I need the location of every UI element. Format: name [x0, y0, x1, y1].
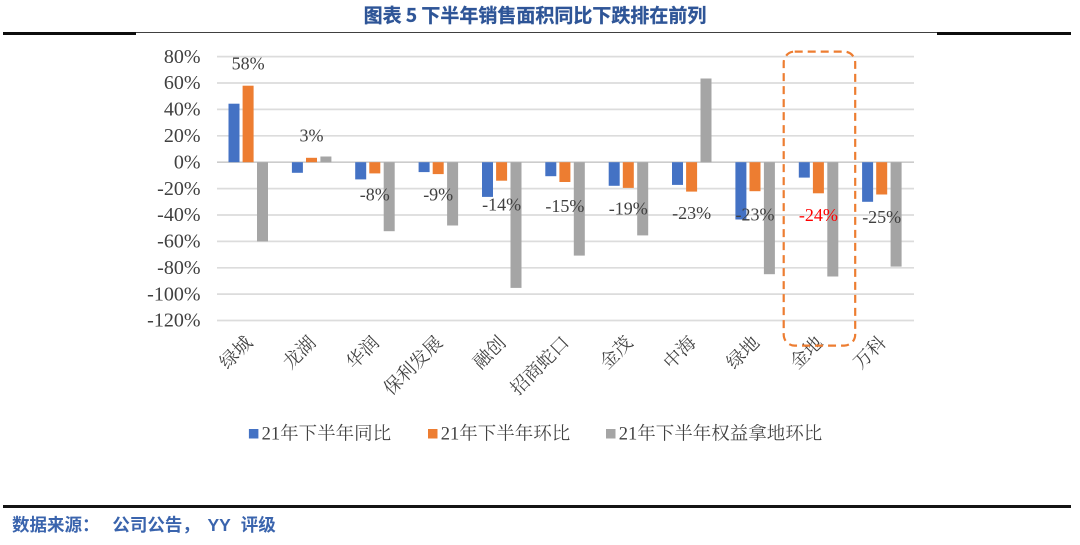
svg-text:-60%: -60% [157, 231, 200, 253]
svg-text:绿城: 绿城 [213, 330, 258, 375]
svg-text:中海: 中海 [657, 329, 702, 374]
svg-text:-19%: -19% [609, 198, 648, 218]
svg-text:-14%: -14% [482, 195, 521, 215]
svg-text:-23%: -23% [736, 205, 775, 225]
svg-text:龙湖: 龙湖 [277, 330, 322, 375]
svg-text:-20%: -20% [157, 178, 200, 200]
svg-text:0%: 0% [174, 151, 201, 173]
svg-text:融创: 融创 [467, 330, 512, 375]
svg-text:3%: 3% [300, 126, 324, 146]
svg-text:60%: 60% [164, 72, 201, 94]
svg-text:-24%: -24% [799, 205, 838, 225]
svg-text:-25%: -25% [862, 207, 901, 227]
svg-text:80%: 80% [164, 46, 201, 68]
svg-text:-23%: -23% [672, 203, 711, 223]
svg-text:招商蛇口: 招商蛇口 [504, 330, 575, 401]
svg-text:金地: 金地 [784, 330, 829, 375]
svg-text:华润: 华润 [340, 330, 385, 375]
svg-text:-15%: -15% [545, 196, 584, 216]
svg-text:58%: 58% [232, 54, 265, 74]
svg-text:绿地: 绿地 [720, 330, 765, 375]
svg-text:万科: 万科 [847, 329, 892, 374]
svg-text:21年下半年权益拿地环比: 21年下半年权益拿地环比 [619, 424, 823, 445]
svg-text:-40%: -40% [157, 204, 200, 226]
svg-text:-100%: -100% [147, 283, 200, 305]
svg-text:-120%: -120% [147, 310, 200, 332]
svg-text:-80%: -80% [157, 257, 200, 279]
svg-text:40%: 40% [164, 99, 201, 121]
svg-text:21年下半年环比: 21年下半年环比 [441, 424, 571, 445]
svg-text:20%: 20% [164, 125, 201, 147]
svg-text:-9%: -9% [423, 185, 453, 205]
svg-text:-8%: -8% [360, 185, 390, 205]
svg-text:保利发展: 保利发展 [377, 330, 448, 401]
svg-text:21年下半年同比: 21年下半年同比 [262, 424, 392, 445]
svg-text:金茂: 金茂 [593, 330, 638, 375]
